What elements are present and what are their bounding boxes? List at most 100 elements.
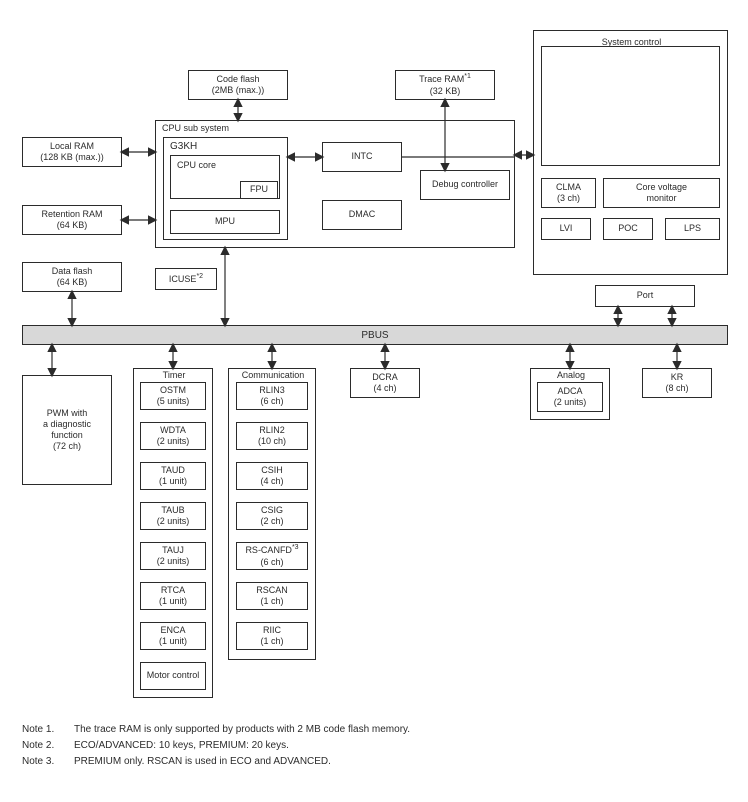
rlin3-l1: RLIN3 <box>259 385 285 396</box>
note2-label: Note 2. <box>22 738 74 754</box>
enca-l2: (1 unit) <box>159 636 187 647</box>
ostm-l1: OSTM <box>160 385 186 396</box>
csig-box: CSIG(2 ch) <box>236 502 308 530</box>
icuse-label: ICUSE*2 <box>169 273 203 285</box>
clma-l1: CLMA <box>556 182 581 193</box>
taud-l2: (1 unit) <box>159 476 187 487</box>
note2-text: ECO/ADVANCED: 10 keys, PREMIUM: 20 keys. <box>74 740 289 751</box>
wdta-l1: WDTA <box>160 425 186 436</box>
notes-block: Note 1.The trace RAM is only supported b… <box>22 722 722 770</box>
cpu-group-label: CPU sub system <box>162 123 282 133</box>
lps-box: LPS <box>665 218 720 240</box>
syscontrol-inner <box>541 46 720 166</box>
rlin3-l2: (6 ch) <box>260 396 283 407</box>
poc-box: POC <box>603 218 653 240</box>
csig-l1: CSIG <box>261 505 283 516</box>
rscan-box: RSCAN(1 ch) <box>236 582 308 610</box>
note1-text: The trace RAM is only supported by produ… <box>74 724 410 735</box>
csig-l2: (2 ch) <box>260 516 283 527</box>
rlin2-box: RLIN2(10 ch) <box>236 422 308 450</box>
lps-label: LPS <box>684 223 701 234</box>
cvm-box: Core voltage monitor <box>603 178 720 208</box>
lvi-box: LVI <box>541 218 591 240</box>
wdta-box: WDTA(2 units) <box>140 422 206 450</box>
cvm-l2: monitor <box>646 193 676 204</box>
tauj-l2: (2 units) <box>157 556 190 567</box>
wdta-l2: (2 units) <box>157 436 190 447</box>
ret-ram-box: Retention RAM (64 KB) <box>22 205 122 235</box>
adca-l1: ADCA <box>557 386 582 397</box>
timer-title: Timer <box>134 370 214 380</box>
dmac-label: DMAC <box>349 209 376 220</box>
motor-box: Motor control <box>140 662 206 690</box>
comm-title: Communication <box>229 370 317 380</box>
riic-box: RIIC(1 ch) <box>236 622 308 650</box>
rscanfd-l2: (6 ch) <box>260 557 283 568</box>
taub-box: TAUB(2 units) <box>140 502 206 530</box>
rtca-l2: (1 unit) <box>159 596 187 607</box>
g3kh-label: G3KH <box>170 141 250 152</box>
csih-box: CSIH(4 ch) <box>236 462 308 490</box>
taub-l2: (2 units) <box>157 516 190 527</box>
motor-label: Motor control <box>147 670 200 681</box>
rlin2-l2: (10 ch) <box>258 436 286 447</box>
analog-title: Analog <box>531 370 611 380</box>
dmac-box: DMAC <box>322 200 402 230</box>
enca-box: ENCA(1 unit) <box>140 622 206 650</box>
enca-l1: ENCA <box>160 625 185 636</box>
csih-l1: CSIH <box>261 465 283 476</box>
tauj-l1: TAUJ <box>162 545 184 556</box>
data-flash-l2: (64 KB) <box>57 277 88 288</box>
taud-l1: TAUD <box>161 465 185 476</box>
cvm-l1: Core voltage <box>636 182 687 193</box>
data-flash-l1: Data flash <box>52 266 93 277</box>
adca-box: ADCA (2 units) <box>537 382 603 412</box>
riic-l1: RIIC <box>263 625 281 636</box>
clma-l2: (3 ch) <box>557 193 580 204</box>
icuse-box: ICUSE*2 <box>155 268 217 290</box>
rscan-l1: RSCAN <box>256 585 288 596</box>
pbus-label: PBUS <box>361 330 388 341</box>
ret-ram-l2: (64 KB) <box>57 220 88 231</box>
rlin3-box: RLIN3(6 ch) <box>236 382 308 410</box>
pwm-l2: a diagnostic <box>43 419 91 430</box>
ostm-box: OSTM(5 units) <box>140 382 206 410</box>
rlin2-l1: RLIN2 <box>259 425 285 436</box>
pwm-box: PWM with a diagnostic function (72 ch) <box>22 375 112 485</box>
data-flash-box: Data flash (64 KB) <box>22 262 122 292</box>
kr-box: KR (8 ch) <box>642 368 712 398</box>
note1-label: Note 1. <box>22 722 74 738</box>
adca-l2: (2 units) <box>554 397 587 408</box>
rtca-l1: RTCA <box>161 585 185 596</box>
pbus-bar: PBUS <box>22 325 728 345</box>
pwm-l1: PWM with <box>47 408 88 419</box>
pwm-l3: function <box>51 430 83 441</box>
dcra-l1: DCRA <box>372 372 398 383</box>
taub-l1: TAUB <box>161 505 184 516</box>
note3-text: PREMIUM only. RSCAN is used in ECO and A… <box>74 756 331 767</box>
code-flash-box: Code flash (2MB (max.)) <box>188 70 288 100</box>
cpu-core-label: CPU core <box>177 160 216 171</box>
rscanfd-box: RS-CANFD*3(6 ch) <box>236 542 308 570</box>
kr-l2: (8 ch) <box>665 383 688 394</box>
rtca-box: RTCA(1 unit) <box>140 582 206 610</box>
mpu-box: MPU <box>170 210 280 234</box>
local-ram-l1: Local RAM <box>50 141 94 152</box>
poc-label: POC <box>618 223 638 234</box>
fpu-label: FPU <box>250 184 268 195</box>
code-flash-l2: (2MB (max.)) <box>212 85 265 96</box>
code-flash-l1: Code flash <box>216 74 259 85</box>
taud-box: TAUD(1 unit) <box>140 462 206 490</box>
debug-box: Debug controller <box>420 170 510 200</box>
debug-label: Debug controller <box>432 179 498 190</box>
tauj-box: TAUJ(2 units) <box>140 542 206 570</box>
trace-ram-box: Trace RAM*1 (32 KB) <box>395 70 495 100</box>
local-ram-l2: (128 KB (max.)) <box>40 152 104 163</box>
pwm-l4: (72 ch) <box>53 441 81 452</box>
note3-label: Note 3. <box>22 754 74 770</box>
fpu-box: FPU <box>240 181 278 199</box>
local-ram-box: Local RAM (128 KB (max.)) <box>22 137 122 167</box>
dcra-box: DCRA (4 ch) <box>350 368 420 398</box>
kr-l1: KR <box>671 372 684 383</box>
trace-ram-l2: (32 KB) <box>430 86 461 97</box>
